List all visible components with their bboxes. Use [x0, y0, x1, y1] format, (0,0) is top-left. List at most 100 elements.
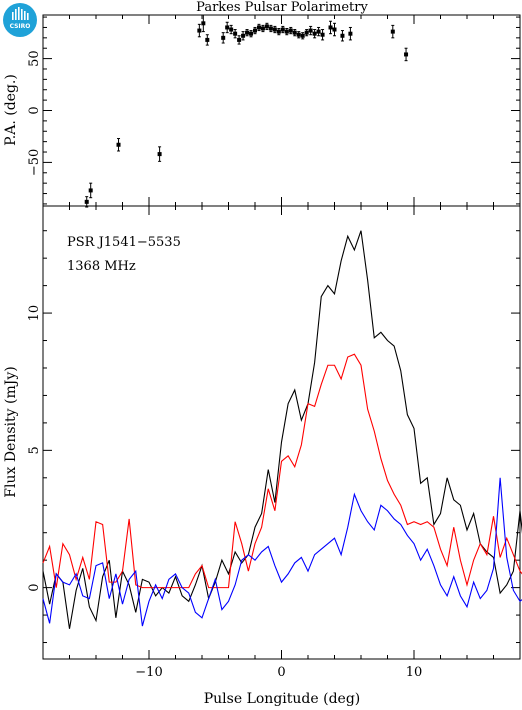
pa-marker	[308, 28, 313, 33]
pa-point	[316, 26, 321, 37]
chart-title: Parkes Pulsar Polarimetry	[196, 0, 368, 15]
csiro-logo-text: CSIRO	[10, 23, 31, 30]
profile-panel: 0 5 10 −10 0 10 PSR J1541−5535 1368 MHz Flux …	[3, 205, 522, 707]
pa-marker	[404, 52, 409, 57]
pa-point	[249, 30, 254, 38]
pa-marker	[312, 31, 317, 36]
pa-points	[84, 14, 409, 208]
pa-marker	[264, 24, 269, 29]
pa-point	[237, 35, 242, 45]
pa-point	[84, 196, 89, 208]
pa-marker	[280, 27, 285, 32]
pa-marker	[260, 26, 265, 31]
profile-ticks	[42, 206, 521, 659]
pa-point	[284, 27, 289, 36]
pa-point	[233, 29, 238, 39]
profile-y-tick-label: 5	[27, 446, 42, 454]
pa-point	[404, 47, 409, 62]
pa-marker	[328, 25, 333, 30]
pa-point	[260, 24, 265, 33]
pa-point	[340, 30, 345, 42]
profile-series-line-1	[42, 353, 522, 589]
profile-x-tick-label: −10	[135, 665, 162, 680]
pa-marker	[233, 31, 238, 36]
pa-marker	[256, 25, 261, 30]
profile-series	[42, 230, 522, 629]
pa-y-tick-label: 50	[27, 50, 42, 67]
pa-point	[205, 34, 210, 46]
pa-marker	[276, 29, 281, 34]
pa-marker	[390, 29, 395, 34]
pa-point	[276, 27, 281, 36]
pa-point	[292, 29, 297, 37]
pa-marker	[348, 31, 353, 36]
pa-marker	[205, 37, 210, 42]
pa-marker	[237, 37, 242, 42]
csiro-logo-badge	[3, 3, 37, 37]
profile-tick-labels: 0 5 10 −10 0 10	[27, 305, 422, 680]
pa-ticks	[42, 15, 521, 206]
pa-marker	[241, 33, 246, 38]
pa-point	[229, 24, 234, 35]
pa-point	[390, 24, 395, 39]
pa-point	[221, 32, 226, 44]
csiro-logo-bars-icon	[12, 7, 29, 20]
pa-marker	[157, 152, 162, 157]
pa-point	[296, 31, 301, 39]
pa-point	[304, 29, 309, 37]
pa-marker	[320, 32, 325, 37]
pa-point	[332, 22, 337, 37]
pa-marker	[253, 28, 257, 33]
pa-point	[308, 25, 313, 36]
pa-marker	[296, 32, 301, 37]
pa-marker	[300, 33, 305, 38]
profile-y-tick-label: 10	[27, 305, 42, 322]
pa-point	[300, 32, 305, 40]
pa-point	[225, 21, 230, 34]
pa-marker	[332, 27, 337, 32]
pa-point	[312, 29, 317, 39]
pa-marker	[245, 30, 250, 35]
pa-marker	[304, 30, 309, 35]
profile-y-axis-label: Flux Density (mJy)	[3, 366, 19, 497]
profile-x-tick-label: 0	[277, 665, 285, 680]
pa-marker	[284, 29, 289, 34]
pulsar-name-annotation: PSR J1541−5535	[67, 235, 181, 250]
pa-marker	[221, 35, 226, 40]
profile-x-tick-label: 10	[406, 665, 423, 680]
csiro-logo: CSIRO	[3, 3, 37, 37]
pa-y-axis-label: P.A. (deg.)	[3, 74, 19, 146]
pa-point	[280, 25, 285, 34]
pa-point	[197, 23, 202, 38]
pa-point	[88, 182, 93, 199]
profile-series-line-0	[42, 230, 522, 629]
pa-point	[253, 26, 257, 35]
pa-marker	[84, 199, 89, 204]
pa-panel-frame	[42, 14, 521, 207]
pa-point	[268, 24, 273, 33]
pa-point	[320, 29, 325, 41]
pa-marker	[288, 28, 293, 33]
profile-series-line-2	[42, 477, 522, 627]
pa-point	[116, 138, 121, 152]
pa-point	[272, 25, 277, 34]
pa-point	[157, 146, 162, 162]
pa-marker	[340, 33, 345, 38]
pa-marker	[116, 142, 121, 147]
pa-point	[241, 31, 246, 41]
profile-x-axis-label: Pulse Longitude (deg)	[204, 691, 361, 707]
pa-marker	[229, 27, 234, 32]
profile-y-tick-label: 0	[27, 583, 42, 591]
pa-marker	[292, 30, 297, 35]
pa-marker	[268, 26, 273, 31]
pa-y-tick-label: 0	[27, 106, 42, 114]
pa-point	[245, 29, 250, 37]
pa-marker	[225, 25, 230, 30]
pa-marker	[316, 29, 321, 34]
pa-marker	[201, 21, 206, 26]
pa-marker	[249, 31, 254, 36]
pa-marker	[272, 27, 277, 32]
pa-marker	[88, 188, 93, 193]
pa-point	[328, 20, 333, 35]
